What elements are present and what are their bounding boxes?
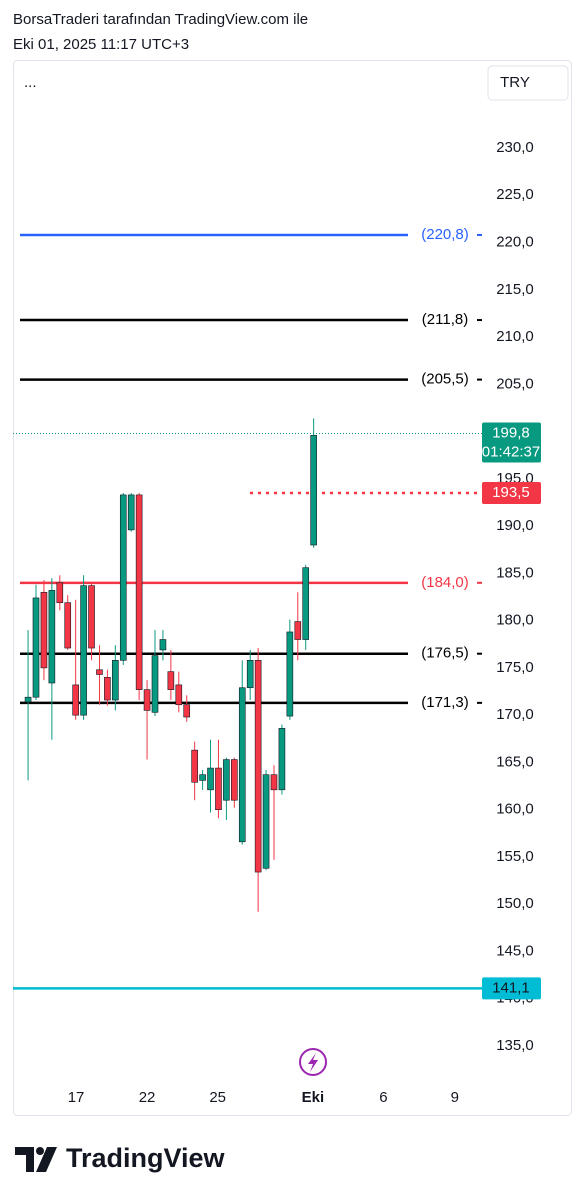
candle-body xyxy=(183,704,191,718)
candle-body xyxy=(302,567,310,640)
x-tick-label: 25 xyxy=(209,1089,226,1106)
price-tag-label: 193,5 xyxy=(492,484,530,501)
candle-body xyxy=(207,767,214,791)
candle-body xyxy=(72,684,79,716)
candle-body xyxy=(278,728,286,791)
candle-body xyxy=(32,597,40,698)
y-tick-label: 165,0 xyxy=(496,753,534,770)
level-label: (171,3) xyxy=(421,694,469,711)
candle-body xyxy=(88,585,95,649)
y-tick-label: 205,0 xyxy=(496,375,534,392)
candle-body xyxy=(127,494,135,531)
candle-body xyxy=(80,585,87,716)
price-tag xyxy=(482,482,541,505)
candle-body xyxy=(238,687,246,843)
y-tick-label: 180,0 xyxy=(496,612,534,629)
y-tick-label: 185,0 xyxy=(496,564,534,581)
price-tag-label: 199,8 xyxy=(492,424,530,441)
y-tick-label: 135,0 xyxy=(496,1037,534,1054)
candle-body xyxy=(135,494,143,690)
chart-frame xyxy=(13,60,572,1116)
candle-body xyxy=(112,660,119,701)
y-tick-label: 210,0 xyxy=(496,328,534,345)
candle-body xyxy=(56,582,64,603)
candle-body xyxy=(310,435,317,546)
x-tick-label: Eki xyxy=(302,1089,325,1106)
y-tick-label: 155,0 xyxy=(496,848,534,865)
y-tick-label: 145,0 xyxy=(496,942,534,959)
currency: TRY xyxy=(500,74,530,91)
lightning-icon[interactable] xyxy=(299,1048,327,1076)
candle-body xyxy=(167,671,175,690)
level-label: (205,5) xyxy=(421,371,469,388)
y-tick-label: 215,0 xyxy=(496,281,534,298)
candle-body xyxy=(48,590,56,684)
countdown: 01:42:37 xyxy=(482,443,540,460)
candle-body xyxy=(262,774,270,869)
candle-body xyxy=(96,669,103,675)
candle-body xyxy=(151,655,159,713)
y-tick-label: 170,0 xyxy=(496,706,534,723)
y-tick-label: 160,0 xyxy=(496,801,534,818)
candle-body xyxy=(104,677,111,701)
candle-body xyxy=(270,774,278,791)
candle-body xyxy=(119,494,127,661)
candle-body xyxy=(286,631,294,717)
candle-body xyxy=(246,660,254,689)
y-tick-label: 175,0 xyxy=(496,659,534,676)
currency-button[interactable] xyxy=(487,65,569,101)
menu[interactable]: ... xyxy=(24,74,37,91)
candle-body xyxy=(215,767,222,810)
level-label: (220,8) xyxy=(421,226,469,243)
candle-body xyxy=(191,749,198,783)
x-tick-label: 9 xyxy=(451,1089,459,1106)
price-tag-label: 141,1 xyxy=(492,979,530,996)
candle-body xyxy=(159,639,167,651)
candle-body xyxy=(231,759,238,801)
x-tick-label: 6 xyxy=(379,1089,387,1106)
x-tick-label: 17 xyxy=(68,1089,85,1106)
candle-body xyxy=(294,621,302,640)
brand-logo xyxy=(15,1147,57,1172)
candle-body xyxy=(254,660,262,873)
header-line: BorsaTraderi tarafından TradingView.com … xyxy=(13,11,308,28)
level-label: (211,8) xyxy=(422,311,468,328)
x-tick-label: 22 xyxy=(139,1089,156,1106)
y-tick-label: 190,0 xyxy=(496,517,534,534)
candle-body xyxy=(40,591,48,669)
level-label: (184,0) xyxy=(421,574,469,591)
candle-body xyxy=(199,774,206,781)
y-tick-label: 150,0 xyxy=(496,895,534,912)
price-tag xyxy=(482,977,541,1000)
candle-body xyxy=(24,696,32,703)
y-tick-label: 220,0 xyxy=(496,234,534,251)
price-tag xyxy=(482,422,541,463)
candle-body xyxy=(143,689,151,711)
candle-body xyxy=(64,602,72,649)
header-line: Eki 01, 2025 11:17 UTC+3 xyxy=(13,36,189,53)
candle-body xyxy=(175,684,183,706)
y-tick-label: 225,0 xyxy=(496,186,534,203)
level-label: (176,5) xyxy=(421,645,469,662)
brand-name: TradingView xyxy=(66,1143,226,1173)
candle-body xyxy=(223,759,230,801)
y-tick-label: 230,0 xyxy=(496,139,534,156)
